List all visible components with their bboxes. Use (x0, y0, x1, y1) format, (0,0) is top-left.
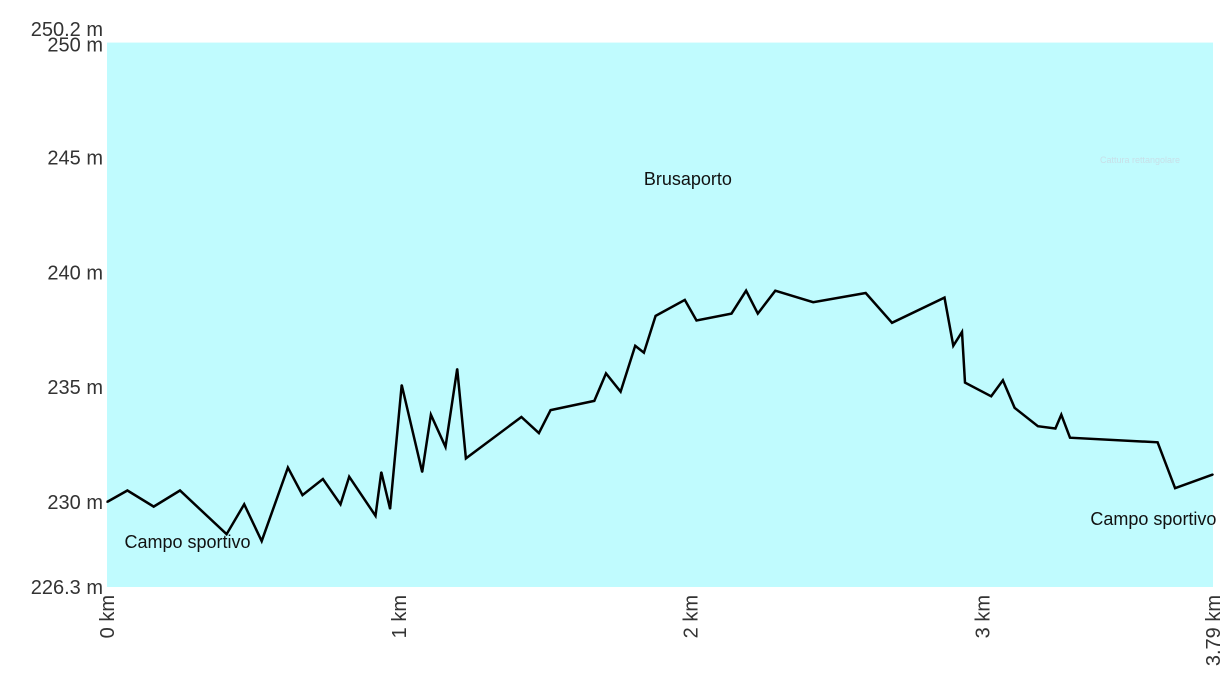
data-point (374, 515, 377, 517)
data-point (1037, 425, 1039, 428)
place-annotation: Campo sportivo (1090, 509, 1216, 529)
data-point (812, 301, 814, 304)
data-point (465, 457, 467, 460)
data-point (634, 345, 636, 347)
y-tick-label: 245 m (47, 147, 103, 169)
data-point (549, 409, 552, 411)
data-point (152, 505, 155, 508)
data-point (339, 503, 342, 506)
data-point (990, 395, 992, 398)
data-point (757, 312, 759, 315)
data-point (456, 368, 459, 370)
data-point (287, 466, 289, 469)
data-point (864, 292, 867, 294)
data-point (538, 432, 540, 434)
x-tick-label: 2 km (681, 595, 703, 638)
data-point (695, 319, 698, 322)
data-point (260, 540, 263, 542)
data-point (389, 508, 391, 510)
data-point (322, 478, 324, 480)
x-tick-label: 1 km (389, 595, 411, 638)
data-point (593, 400, 596, 402)
y-tick-label: 226.3 m (31, 577, 103, 599)
data-point (421, 471, 424, 473)
data-point (243, 503, 245, 506)
data-point (684, 299, 686, 301)
y-tick-label: 240 m (47, 262, 103, 284)
plot-area: Cattura rettangolare (106, 155, 1214, 545)
x-axis: 0 km 1 km 2 km 3 km 3.79 km (97, 595, 1225, 666)
y-tick-label: 250.2 m (31, 19, 103, 41)
annotations: Campo sportivo Brusaporto Campo sportivo (125, 169, 1217, 552)
data-point (225, 533, 228, 535)
data-point (619, 390, 622, 393)
data-point (444, 446, 447, 448)
data-point (520, 416, 523, 418)
data-point (745, 289, 747, 292)
data-point (1156, 441, 1159, 444)
x-tick-label: 3 km (973, 595, 995, 638)
place-annotation: Brusaporto (644, 169, 732, 189)
data-point (400, 384, 403, 386)
data-point (605, 372, 607, 375)
data-point (654, 315, 657, 317)
data-point (380, 471, 383, 473)
data-point (1002, 379, 1004, 382)
data-point (643, 351, 645, 354)
data-point (1013, 407, 1016, 409)
data-point (964, 381, 966, 384)
data-point (891, 322, 893, 324)
data-point (943, 296, 946, 299)
data-point (1054, 427, 1057, 430)
data-point (774, 289, 777, 292)
data-point (730, 312, 733, 315)
place-annotation: Campo sportivo (125, 532, 251, 552)
y-tick-label: 230 m (47, 492, 103, 514)
data-point (1174, 487, 1176, 490)
data-point (430, 413, 432, 416)
data-point (126, 489, 129, 492)
data-point (1212, 473, 1214, 476)
data-point (348, 475, 351, 478)
data-point (961, 331, 963, 333)
data-point (301, 494, 304, 496)
y-tick-label: 235 m (47, 377, 103, 399)
y-tick-label: 250 m (47, 35, 103, 57)
data-point (952, 345, 955, 347)
capture-overlay-label: Cattura rettangolare (1100, 155, 1180, 165)
data-point (179, 489, 181, 492)
data-point (1060, 413, 1063, 416)
x-tick-label: 0 km (97, 595, 119, 638)
x-tick-label: 3.79 km (1203, 595, 1225, 666)
data-point (1069, 436, 1071, 439)
data-point (106, 501, 108, 503)
